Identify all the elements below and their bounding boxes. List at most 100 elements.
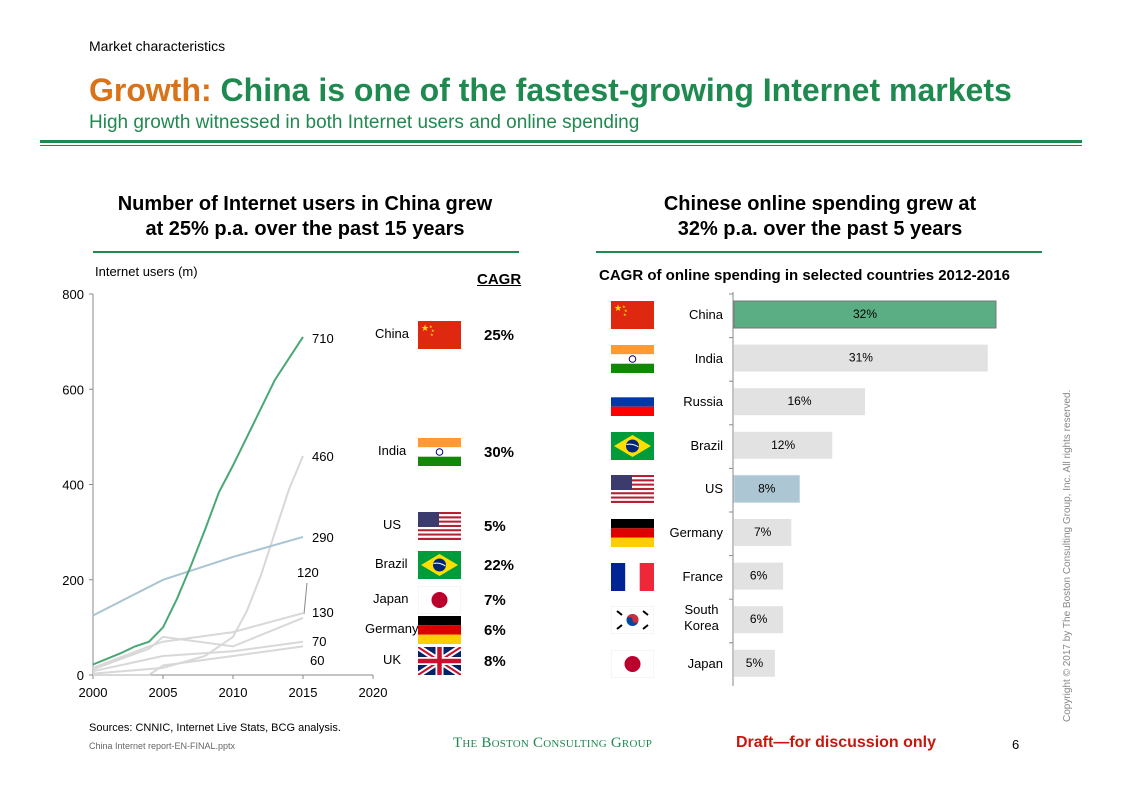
us-flag-icon bbox=[611, 475, 654, 504]
bar-category-label: Brazil bbox=[690, 437, 723, 453]
end-label-brazil: 130 bbox=[312, 605, 334, 620]
germany-flag-icon bbox=[418, 616, 461, 644]
y-tick-label: 0 bbox=[77, 668, 84, 683]
bar-category-label: Japan bbox=[687, 655, 723, 671]
left-heading-line2: at 25% p.a. over the past 15 years bbox=[145, 218, 465, 240]
header-divider bbox=[40, 140, 1082, 143]
page-number: 6 bbox=[1012, 737, 1020, 752]
x-tick-label: 2000 bbox=[79, 685, 108, 700]
india-flag-icon bbox=[418, 438, 461, 466]
x-tick-label: 2010 bbox=[219, 685, 248, 700]
legend-country-name: China bbox=[375, 326, 409, 341]
breadcrumb: Market characteristics bbox=[89, 38, 226, 54]
bar-category-label: China bbox=[689, 307, 723, 322]
bar-us bbox=[733, 474, 800, 503]
svg-text:★: ★ bbox=[624, 308, 628, 313]
us-flag-icon bbox=[418, 512, 461, 540]
south-korea-flag-icon bbox=[610, 605, 655, 635]
bar-value-label: 6% bbox=[750, 569, 768, 583]
x-tick-label: 2020 bbox=[359, 685, 388, 700]
france-flag-icon bbox=[611, 562, 654, 591]
bar-category-label: Russia bbox=[683, 394, 723, 410]
bar-value-label: 12% bbox=[771, 438, 795, 452]
right-section-underline bbox=[596, 251, 1042, 253]
bar-germany bbox=[734, 519, 792, 546]
bar-russia bbox=[734, 388, 865, 416]
bar-category-label: France bbox=[682, 568, 723, 584]
japan-flag-icon bbox=[610, 649, 655, 679]
india-flag-icon bbox=[611, 344, 654, 373]
end-label-japan: 120 bbox=[297, 565, 319, 580]
page-subtitle: High growth witnessed in both Internet u… bbox=[89, 112, 640, 133]
svg-text:★: ★ bbox=[623, 312, 627, 317]
svg-text:★: ★ bbox=[614, 303, 622, 313]
legend-cagr-value: 30% bbox=[484, 444, 515, 461]
legend-country-name: UK bbox=[383, 652, 402, 667]
header-divider-thin bbox=[40, 145, 1082, 146]
bar-value-label: 8% bbox=[758, 481, 776, 495]
y-tick-label: 200 bbox=[62, 573, 84, 588]
bar-brazil bbox=[734, 431, 833, 459]
title-accent: Growth: bbox=[89, 72, 212, 108]
bar-france bbox=[734, 562, 784, 590]
end-label-us: 290 bbox=[312, 530, 334, 545]
svg-text:★: ★ bbox=[421, 323, 429, 333]
brazil-flag-icon bbox=[611, 431, 654, 460]
cagr-header: CAGR bbox=[477, 271, 522, 288]
right-heading-line2: 32% p.a. over the past 5 years bbox=[677, 218, 963, 240]
bar-value-label: 6% bbox=[750, 612, 768, 626]
left-heading-line1: Number of Internet users in China grew bbox=[117, 193, 493, 215]
bar-value-label: 7% bbox=[754, 525, 772, 539]
draft-notice: Draft—for discussion only bbox=[736, 734, 937, 751]
x-tick-label: 2005 bbox=[149, 685, 178, 700]
bar-category-label: Germany bbox=[669, 525, 723, 540]
bar-china bbox=[733, 300, 997, 329]
bar-value-label: 31% bbox=[849, 351, 873, 365]
x-tick-label: 2015 bbox=[289, 685, 318, 700]
bcg-logo: The Boston Consulting Group bbox=[453, 735, 653, 751]
y-tick-label: 400 bbox=[62, 478, 84, 493]
bar-category-label: US bbox=[704, 481, 723, 497]
line-china bbox=[92, 336, 304, 666]
legend-country-name: India bbox=[378, 443, 407, 458]
left-section-underline bbox=[93, 251, 519, 253]
bar-category-label: India bbox=[694, 350, 723, 366]
page-title: Growth: China is one of the fastest-grow… bbox=[89, 72, 1012, 109]
bar-chart-title: CAGR of online spending in selected coun… bbox=[599, 267, 1010, 284]
legend-country-name: Germany bbox=[365, 621, 419, 636]
legend-cagr-value: 22% bbox=[484, 557, 515, 574]
legend-cagr-value: 25% bbox=[484, 327, 515, 344]
brazil-flag-icon bbox=[418, 551, 461, 579]
right-section-heading: Chinese online spending grew at 32% p.a.… bbox=[600, 192, 1040, 242]
y-axis-title: Internet users (m) bbox=[95, 264, 198, 279]
germany-flag-icon bbox=[611, 519, 654, 547]
end-label-uk: 60 bbox=[310, 653, 324, 668]
y-tick-label: 600 bbox=[62, 382, 84, 397]
line-japan bbox=[92, 616, 304, 671]
y-tick-label: 800 bbox=[62, 287, 84, 302]
china-flag-icon: ★ ★ ★ ★ bbox=[418, 321, 461, 349]
leader-line bbox=[303, 582, 308, 615]
svg-text:★: ★ bbox=[622, 304, 626, 309]
bar-india bbox=[734, 344, 988, 372]
right-heading-line1: Chinese online spending grew at bbox=[663, 193, 977, 215]
left-section-heading: Number of Internet users in China grew a… bbox=[90, 192, 520, 242]
legend-cagr-value: 8% bbox=[484, 653, 506, 670]
legend-country-name: Brazil bbox=[375, 556, 408, 571]
svg-text:★: ★ bbox=[429, 324, 433, 329]
end-label-germany: 70 bbox=[312, 634, 326, 649]
japan-flag-icon bbox=[417, 585, 462, 615]
end-label-china: 710 bbox=[312, 331, 334, 346]
end-label-india: 460 bbox=[312, 449, 334, 464]
bar-japan bbox=[734, 649, 775, 677]
title-main: China is one of the fastest-growing Inte… bbox=[211, 72, 1012, 108]
legend-cagr-value: 7% bbox=[484, 592, 506, 609]
china-flag-icon: ★ ★ ★ ★ bbox=[611, 301, 654, 329]
svg-text:★: ★ bbox=[431, 328, 435, 333]
line-brazil bbox=[92, 612, 304, 669]
legend-country-name: Japan bbox=[373, 591, 409, 606]
bar-value-label: 16% bbox=[787, 394, 811, 408]
uk-flag-icon bbox=[416, 644, 463, 678]
legend-cagr-value: 5% bbox=[484, 518, 506, 535]
